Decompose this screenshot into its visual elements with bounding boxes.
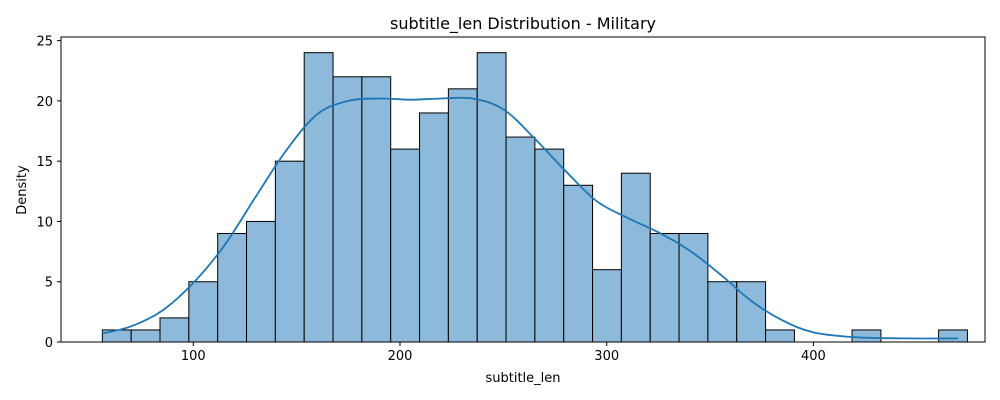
histogram-bar	[447, 88, 478, 343]
histogram-bar	[707, 281, 738, 343]
histogram-bar	[563, 184, 594, 343]
histogram-bar	[620, 172, 651, 343]
y-tick-label: 0	[45, 336, 53, 351]
histogram-bar	[765, 329, 795, 343]
histogram-bar	[217, 233, 248, 343]
histogram-bar	[159, 317, 190, 343]
x-tick-label: 100	[181, 349, 206, 364]
histogram-bar	[736, 281, 767, 343]
histogram-bar	[303, 52, 334, 343]
kde-line	[102, 96, 959, 340]
histogram-bar	[130, 329, 161, 343]
x-axis-label: subtitle_len	[485, 371, 560, 386]
histogram-bar	[476, 52, 507, 343]
histogram-bar	[188, 281, 219, 343]
histogram-bar	[419, 112, 449, 343]
bars-group	[101, 52, 968, 343]
y-tick-label: 25	[36, 35, 53, 50]
kde-group	[102, 96, 959, 340]
histogram-bar	[534, 148, 565, 343]
histogram-bar	[678, 233, 709, 343]
y-tick-label: 5	[45, 276, 53, 291]
histogram-bar	[592, 269, 622, 343]
y-axis-label: Density	[15, 165, 30, 215]
histogram-bar	[361, 76, 392, 343]
x-tick-label: 200	[388, 349, 413, 364]
histogram-bar	[332, 76, 363, 343]
histogram-bar	[390, 148, 421, 343]
histogram-bar	[274, 160, 305, 343]
histogram-bar	[246, 220, 276, 343]
chart-title: subtitle_len Distribution - Military	[390, 14, 656, 34]
histogram-bar	[649, 233, 680, 343]
x-tick-label: 300	[594, 349, 619, 364]
histogram-bar	[938, 329, 968, 343]
y-tick-label: 20	[36, 95, 53, 110]
histogram-bar	[851, 329, 882, 343]
x-tick-label: 400	[801, 349, 826, 364]
y-tick-label: 15	[36, 155, 53, 170]
x-axis-ticks: 100 200 300 400	[181, 342, 826, 364]
y-axis-ticks: 0 5 10 15 20 25	[36, 35, 61, 351]
y-tick-label: 10	[36, 215, 53, 230]
plot-frame	[60, 36, 986, 343]
histogram-bar	[505, 136, 536, 343]
